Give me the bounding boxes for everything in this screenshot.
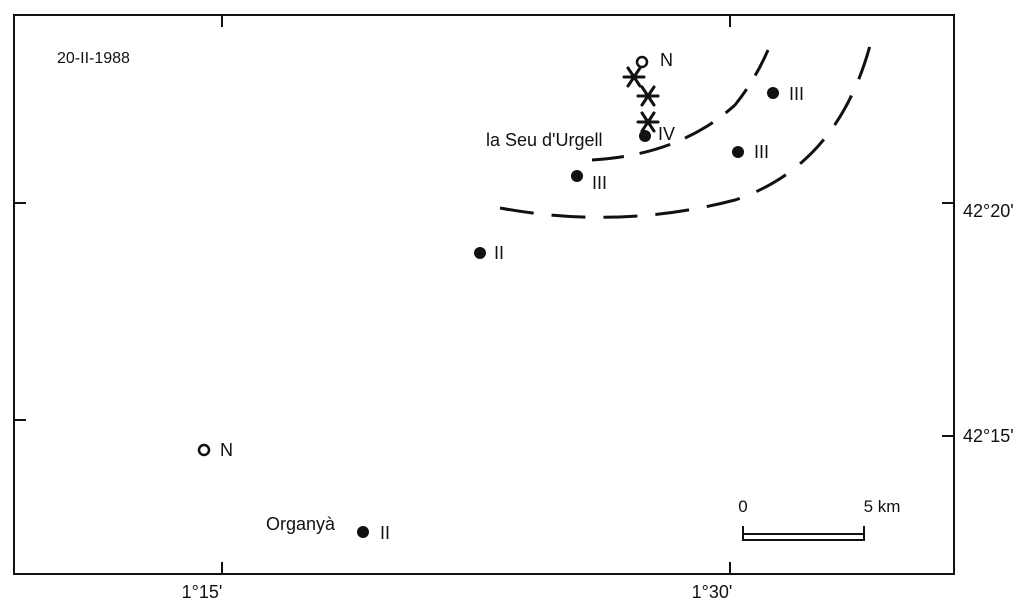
filled-circle-marker [732, 146, 744, 158]
isoseismal-iv [591, 49, 770, 162]
x-tick-label-2: 1°30' [692, 582, 733, 602]
scale-bar-start-label: 0 [738, 497, 747, 516]
isoseismal-iii [499, 37, 874, 219]
map-frame [13, 14, 955, 575]
point-label-sw: II [494, 243, 504, 263]
point-label-e: III [754, 142, 769, 162]
frame-ticks [14, 15, 954, 574]
intensity-label-la-seu: IV [658, 124, 675, 144]
point-label-n-left: N [220, 440, 233, 460]
town-marker-organya [357, 526, 369, 538]
point-label-ne: III [789, 84, 804, 104]
epicenter-asterisks [622, 66, 660, 133]
open-circle-marker [197, 443, 211, 457]
map-date: 20-II-1988 [57, 50, 130, 67]
scale-bar [742, 526, 865, 541]
filled-circle-marker [474, 247, 486, 259]
town-name-organya: Organyà [266, 514, 336, 534]
intensity-label-organya: II [380, 523, 390, 543]
scale-bar-end-label: 5 km [864, 497, 901, 516]
filled-circle-marker [767, 87, 779, 99]
town-marker-la-seu [639, 130, 651, 142]
open-circle-marker [635, 55, 649, 69]
y-tick-label-2: 42°15' [963, 426, 1014, 446]
x-tick-label-1: 1°15' [182, 582, 223, 602]
point-label-mid: III [592, 173, 607, 193]
y-tick-label-1: 42°20' [963, 201, 1014, 221]
point-label-n-top: N [660, 50, 673, 70]
epicenter-asterisk-3 [636, 111, 660, 133]
filled-circle-marker [571, 170, 583, 182]
town-name-la-seu: la Seu d'Urgell [486, 130, 603, 150]
epicenter-asterisk-1 [622, 66, 646, 88]
epicenter-asterisk-2 [636, 85, 660, 107]
